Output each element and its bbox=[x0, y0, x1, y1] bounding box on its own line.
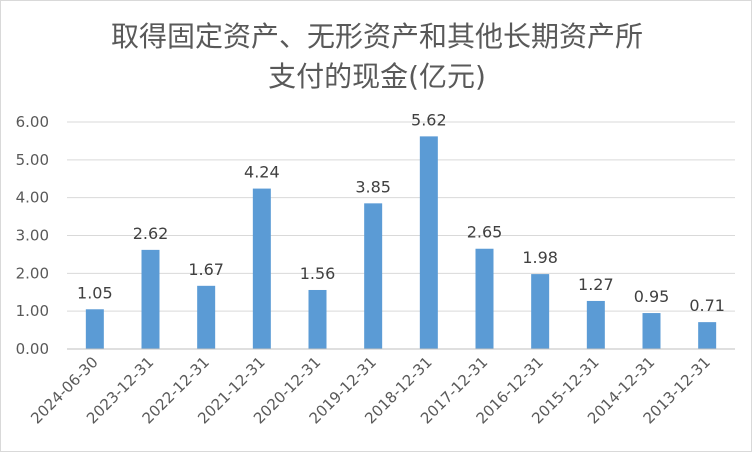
chart-title-line-2: 支付的现金(亿元) bbox=[268, 60, 486, 93]
bar bbox=[475, 248, 494, 349]
y-tick-label: 4.00 bbox=[16, 189, 49, 207]
bar bbox=[141, 249, 160, 349]
y-tick-label: 1.00 bbox=[16, 302, 49, 320]
y-tick-label: 3.00 bbox=[16, 227, 49, 245]
y-tick-label: 6.00 bbox=[16, 113, 49, 131]
chart-title: 取得固定资产、无形资产和其他长期资产所 支付的现金(亿元) bbox=[1, 17, 752, 97]
bars bbox=[85, 136, 717, 349]
y-tick-label: 2.00 bbox=[16, 264, 49, 282]
bar bbox=[85, 309, 104, 349]
gridlines bbox=[67, 121, 735, 312]
data-label: 1.67 bbox=[188, 260, 224, 279]
data-label: 3.85 bbox=[355, 177, 391, 196]
data-label: 2.62 bbox=[133, 224, 169, 243]
bar bbox=[364, 203, 383, 349]
bar bbox=[308, 289, 327, 349]
data-label: 1.05 bbox=[77, 283, 113, 302]
data-label: 1.27 bbox=[578, 275, 614, 294]
chart-title-line-1: 取得固定资产、无形资产和其他长期资产所 bbox=[110, 20, 643, 53]
data-label: 0.95 bbox=[634, 287, 670, 306]
y-tick-label: 5.00 bbox=[16, 151, 49, 169]
data-label: 1.98 bbox=[522, 248, 558, 267]
data-label: 1.56 bbox=[300, 264, 336, 283]
y-tick-label: 0.00 bbox=[16, 340, 49, 358]
x-axis-ticks: 2024-06-302023-12-312022-12-312021-12-31… bbox=[27, 353, 714, 427]
data-label: 4.24 bbox=[244, 163, 280, 182]
data-label: 2.65 bbox=[467, 223, 503, 242]
bar bbox=[531, 274, 550, 349]
data-labels: 1.05 2.62 1.67 4.24 1.56 3.85 5.62 2.65 1.98 1.27… bbox=[77, 110, 725, 315]
bar bbox=[698, 322, 717, 349]
data-label: 0.71 bbox=[689, 296, 725, 315]
bar bbox=[419, 136, 438, 349]
bar bbox=[252, 188, 271, 349]
bar bbox=[586, 300, 605, 349]
bar bbox=[197, 285, 216, 349]
y-axis-ticks: 0.00 1.00 2.00 3.00 4.00 5.00 6.00 bbox=[16, 113, 49, 358]
data-label: 5.62 bbox=[411, 110, 447, 129]
bar bbox=[642, 313, 661, 349]
